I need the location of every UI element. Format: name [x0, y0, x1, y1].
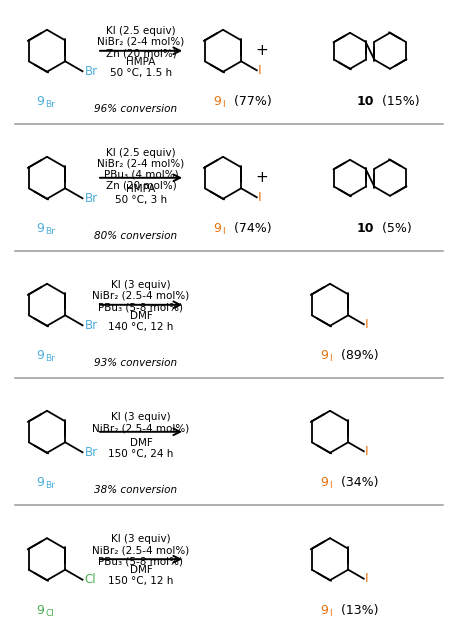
- Text: KI (3 equiv): KI (3 equiv): [111, 280, 171, 290]
- Text: PBu₃ (5-8 mol%): PBu₃ (5-8 mol%): [98, 556, 184, 567]
- Text: PBu₃ (5-8 mol%): PBu₃ (5-8 mol%): [98, 302, 184, 312]
- Text: 9: 9: [320, 604, 328, 617]
- Text: (5%): (5%): [378, 222, 412, 235]
- Text: DMF: DMF: [130, 438, 153, 448]
- Text: DMF: DMF: [130, 311, 153, 321]
- Text: I: I: [365, 572, 368, 585]
- Text: I: I: [222, 100, 224, 109]
- Text: 50 °C, 3 h: 50 °C, 3 h: [115, 195, 167, 205]
- Text: KI (2.5 equiv): KI (2.5 equiv): [106, 26, 176, 36]
- Text: NiBr₂ (2.5-4 mol%): NiBr₂ (2.5-4 mol%): [93, 546, 190, 555]
- Text: NiBr₂ (2.5-4 mol%): NiBr₂ (2.5-4 mol%): [93, 424, 190, 434]
- Text: +: +: [256, 43, 268, 59]
- Text: Br: Br: [85, 446, 98, 459]
- Text: KI (3 equiv): KI (3 equiv): [111, 413, 171, 422]
- Text: I: I: [365, 318, 368, 331]
- Text: I: I: [329, 481, 332, 490]
- Text: 150 °C, 24 h: 150 °C, 24 h: [108, 449, 174, 459]
- Text: (77%): (77%): [230, 95, 272, 108]
- Text: I: I: [329, 354, 332, 363]
- Text: Br: Br: [85, 319, 98, 332]
- Text: (34%): (34%): [337, 476, 378, 489]
- Text: Br: Br: [45, 481, 55, 490]
- Text: (15%): (15%): [378, 95, 420, 108]
- Text: (13%): (13%): [337, 604, 378, 617]
- Text: 140 °C, 12 h: 140 °C, 12 h: [108, 322, 174, 332]
- Text: NiBr₂ (2-4 mol%): NiBr₂ (2-4 mol%): [98, 158, 185, 169]
- Text: (74%): (74%): [230, 222, 272, 235]
- Text: Cl: Cl: [85, 573, 96, 586]
- Text: 96% conversion: 96% conversion: [94, 104, 178, 114]
- Text: 9: 9: [36, 476, 44, 489]
- Text: 9: 9: [36, 349, 44, 362]
- Text: Br: Br: [85, 65, 98, 78]
- Text: 150 °C, 12 h: 150 °C, 12 h: [108, 576, 174, 586]
- Text: 80% conversion: 80% conversion: [94, 232, 178, 241]
- Text: KI (3 equiv): KI (3 equiv): [111, 534, 171, 544]
- Text: PBu₃ (4 mol%): PBu₃ (4 mol%): [104, 170, 178, 179]
- Text: (89%): (89%): [337, 349, 379, 362]
- Text: Zn (20 mol%): Zn (20 mol%): [106, 48, 176, 58]
- Text: Br: Br: [45, 100, 55, 109]
- Text: 93% conversion: 93% conversion: [94, 358, 178, 368]
- Text: Br: Br: [45, 354, 55, 363]
- Text: 38% conversion: 38% conversion: [94, 485, 178, 495]
- Text: I: I: [222, 227, 224, 236]
- Text: 9: 9: [320, 476, 328, 489]
- Text: 10: 10: [356, 95, 374, 108]
- Text: 9: 9: [36, 222, 44, 235]
- Text: HMPA: HMPA: [126, 57, 156, 67]
- Text: 9: 9: [36, 604, 44, 617]
- Text: 50 °C, 1.5 h: 50 °C, 1.5 h: [110, 68, 172, 78]
- Text: I: I: [258, 64, 262, 77]
- Text: Zn (20 mol%): Zn (20 mol%): [106, 181, 176, 191]
- Text: I: I: [329, 609, 332, 618]
- Text: Cl: Cl: [45, 609, 54, 618]
- Text: 9: 9: [213, 222, 221, 235]
- Text: HMPA: HMPA: [126, 184, 156, 194]
- Text: +: +: [256, 170, 268, 185]
- Text: 9: 9: [320, 349, 328, 362]
- Text: KI (2.5 equiv): KI (2.5 equiv): [106, 148, 176, 158]
- Text: Br: Br: [45, 227, 55, 236]
- Text: NiBr₂ (2.5-4 mol%): NiBr₂ (2.5-4 mol%): [93, 291, 190, 301]
- Text: I: I: [365, 445, 368, 458]
- Text: 9: 9: [36, 95, 44, 108]
- Text: DMF: DMF: [130, 565, 153, 575]
- Text: 9: 9: [213, 95, 221, 108]
- Text: NiBr₂ (2-4 mol%): NiBr₂ (2-4 mol%): [98, 37, 185, 47]
- Text: Br: Br: [85, 192, 98, 205]
- Text: 10: 10: [356, 222, 374, 235]
- Text: I: I: [258, 191, 262, 204]
